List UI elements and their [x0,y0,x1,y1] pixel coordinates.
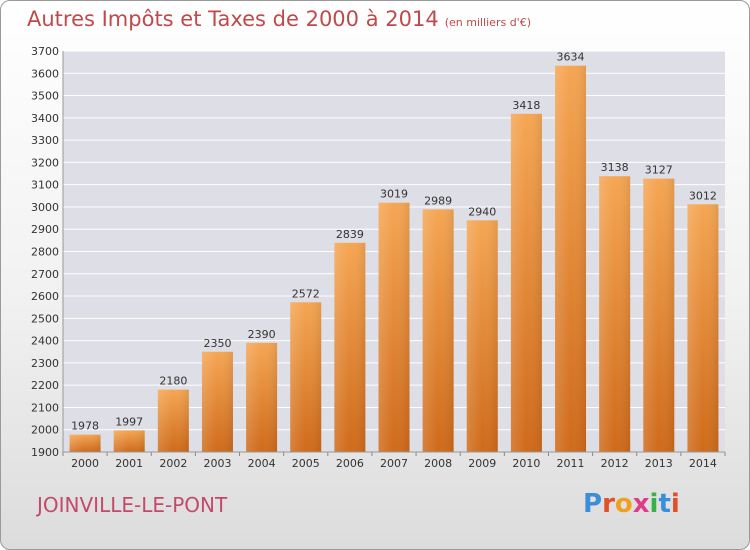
chart-title-text: Autres Impôts et Taxes de 2000 à 2014 [27,7,439,31]
bar-shade [290,302,322,452]
x-tick-label: 2009 [468,457,496,470]
x-tick-label: 2010 [512,457,540,470]
y-tick-label: 2100 [31,401,59,414]
x-tick-label: 2003 [203,457,231,470]
y-tick-label: 2400 [31,335,59,348]
bar-shade [246,342,278,452]
y-tick-label: 3700 [31,45,59,58]
bar-value-label: 3418 [512,99,540,112]
bar-value-label: 2572 [292,287,320,300]
bar-shade [113,430,145,452]
bar-value-label: 2940 [468,205,496,218]
logo-letter: r [602,489,615,519]
bar-shade [422,209,454,452]
proxiti-logo: Proxiti [583,489,680,519]
bar-shade [201,351,233,452]
y-tick-label: 2900 [31,223,59,236]
bar-shade [69,434,101,452]
y-tick-label: 1900 [31,446,59,459]
x-tick-label: 2000 [71,457,99,470]
logo-letter: o [614,489,633,519]
x-tick-label: 2007 [380,457,408,470]
bar-shade [643,178,675,452]
bar-shade [334,242,366,452]
logo-letter: i [670,489,680,519]
x-tick-label: 2004 [248,457,276,470]
x-tick-label: 2001 [115,457,143,470]
x-tick-label: 2011 [557,457,585,470]
y-tick-label: 2500 [31,312,59,325]
y-tick-label: 2600 [31,290,59,303]
bar-value-label: 1997 [115,415,143,428]
bar-shade [555,65,587,452]
bar-shade [157,389,189,452]
y-tick-label: 3400 [31,112,59,125]
bar-value-label: 2390 [248,328,276,341]
bar-shade [599,176,631,452]
y-tick-label: 2800 [31,246,59,259]
bar-value-label: 3127 [645,164,673,177]
x-tick-label: 2006 [336,457,364,470]
y-tick-label: 3500 [31,90,59,103]
x-tick-label: 2013 [645,457,673,470]
bar-value-label: 3019 [380,188,408,201]
y-tick-label: 2200 [31,379,59,392]
y-tick-label: 2300 [31,357,59,370]
bar-shade [378,202,410,452]
logo-letter: P [583,489,603,519]
chart-title: Autres Impôts et Taxes de 2000 à 2014 (en… [27,7,531,31]
logo-letter: t [658,489,671,519]
bar-shade [466,220,498,452]
bar-shade [687,204,719,452]
y-tick-label: 3100 [31,179,59,192]
x-tick-label: 2002 [159,457,187,470]
logo-letter: i [649,489,659,519]
y-tick-label: 2700 [31,268,59,281]
x-tick-label: 2008 [424,457,452,470]
x-tick-label: 2014 [689,457,717,470]
logo-letter: x [632,489,650,519]
y-tick-label: 3200 [31,156,59,169]
y-tick-label: 2000 [31,424,59,437]
y-tick-label: 3000 [31,201,59,214]
city-name: JOINVILLE-LE-PONT [37,493,228,517]
bar-value-label: 1978 [71,420,99,433]
x-tick-label: 2012 [601,457,629,470]
bar-value-label: 2989 [424,194,452,207]
chart-subtitle: (en milliers d'€) [444,16,531,29]
bar-value-label: 2839 [336,228,364,241]
bar-value-label: 3012 [689,189,717,202]
bar-value-label: 3634 [557,51,585,64]
bar-value-label: 2350 [203,337,231,350]
y-tick-label: 3300 [31,134,59,147]
x-tick-label: 2005 [292,457,320,470]
y-tick-label: 3600 [31,67,59,80]
bar-shade [510,113,542,452]
bar-value-label: 3138 [601,161,629,174]
bar-value-label: 2180 [159,375,187,388]
